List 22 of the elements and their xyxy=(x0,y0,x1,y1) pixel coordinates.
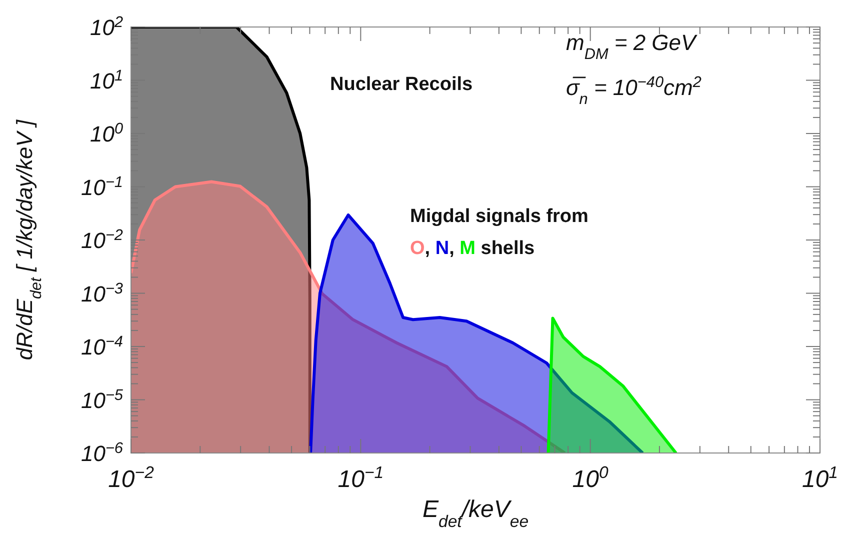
annotation: Migdal signals from xyxy=(410,206,588,227)
text: M xyxy=(460,238,476,259)
y-tick-label: 10$^{0}$ xyxy=(90,120,124,146)
text: N xyxy=(435,238,450,259)
y-tick-label: 10$^{−4}$ xyxy=(80,333,123,360)
y-tick-label: 10$^{2}$ xyxy=(90,14,124,40)
text: O xyxy=(410,238,425,259)
annotation: shells xyxy=(475,238,535,259)
x-tick-label: 10$^{1}$ xyxy=(802,462,838,493)
x-tick-label: 10$^{−1}$ xyxy=(338,462,384,493)
y-tick-label: 10$^{−1}$ xyxy=(80,173,123,200)
text: , xyxy=(449,238,454,259)
annotation: m$_{DM}$ = 2 GeV xyxy=(566,30,698,62)
text: Nuclear Recoils xyxy=(330,74,473,95)
x-axis-title: E$_{det}$/keV$_{ee}$ xyxy=(422,496,529,530)
y-tick-label: 10$^{−2}$ xyxy=(80,226,124,253)
x-tick-label: 10$^{0}$ xyxy=(572,462,610,493)
y-tick-label: 10$^{1}$ xyxy=(90,66,123,94)
y-tick-label: 10$^{−5}$ xyxy=(80,386,124,413)
annotation: σ̅$_{n}$ = 10$^{−40}$cm$^{2}$ xyxy=(566,74,702,108)
annotation: , xyxy=(424,238,430,259)
y-tick-label: 10$^{−3}$ xyxy=(80,280,124,306)
